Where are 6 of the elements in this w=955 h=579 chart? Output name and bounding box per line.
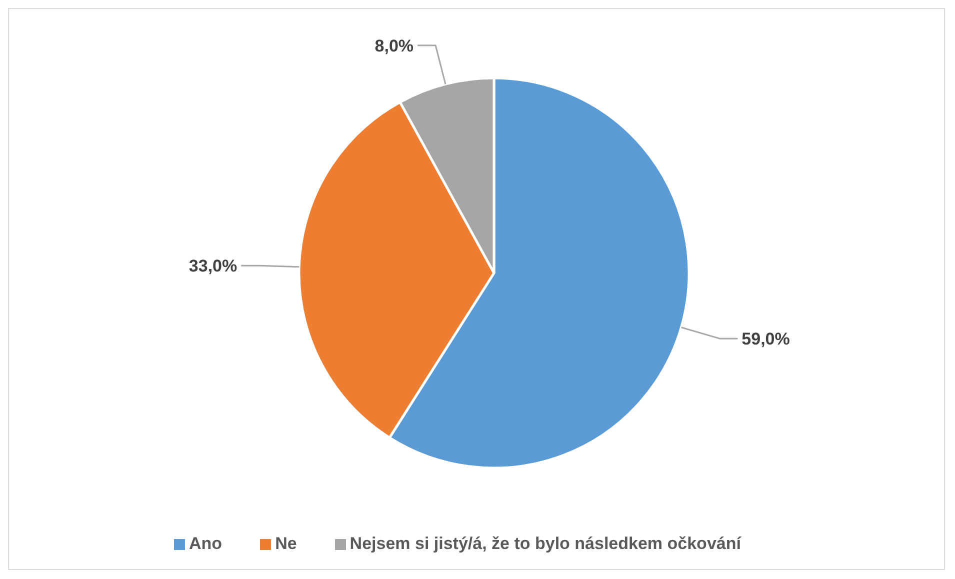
data-label: 8,0% <box>374 36 414 56</box>
legend-label: Ano <box>189 534 222 553</box>
data-label: 59,0% <box>742 330 790 349</box>
data-label: 33,0% <box>188 256 238 276</box>
legend-label: Ne <box>275 534 297 553</box>
legend-label: Nejsem si jistý/á, že to bylo následkem očkování <box>350 534 741 553</box>
